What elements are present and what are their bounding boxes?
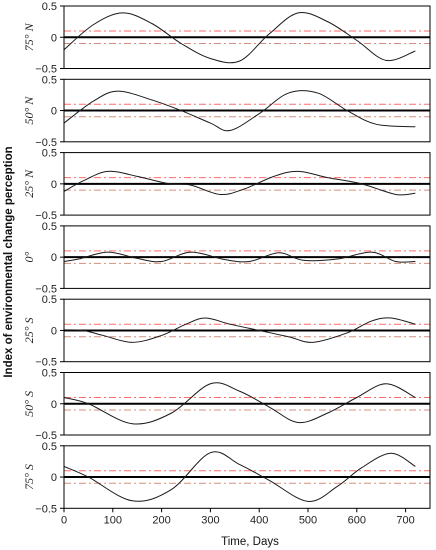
panel-latitude-label: 75° S [22, 464, 36, 490]
y-tick-label: 0 [51, 472, 57, 484]
y-tick-label: 0.5 [42, 294, 57, 306]
series-line [64, 317, 416, 343]
panel: 0.5 0 −0.5 75° N [22, 1, 431, 76]
panel: 0.5 0 −0.5 25° N [22, 148, 431, 222]
y-tick-label: −0.5 [35, 210, 57, 222]
y-axis-title: Index of environmental change perception [3, 146, 15, 377]
panel: 0.5 0 −0.5 50° N [22, 74, 431, 149]
series-line [64, 382, 416, 425]
y-tick-label: 0 [51, 399, 57, 411]
y-tick-label: 0.5 [42, 221, 57, 233]
panel-latitude-label: 0° [22, 252, 36, 263]
y-tick-label: 0.5 [42, 441, 57, 453]
panel: 0.5 0 −0.5 25° S [22, 294, 431, 369]
chart-panels: 0.50−0.575° N0.50−0.550° N0.50−0.525° N0… [22, 1, 431, 515]
x-tick-label: 100 [104, 514, 122, 526]
y-tick-label: 0 [51, 252, 57, 264]
series-line [64, 451, 416, 502]
y-tick-label: 0.5 [42, 148, 57, 160]
x-tick-label: 700 [396, 514, 414, 526]
y-tick-label: −0.5 [35, 503, 57, 515]
panel-latitude-label: 25° S [22, 317, 36, 343]
panel-latitude-label: 50° S [22, 391, 36, 417]
y-tick-label: 0.5 [42, 74, 57, 86]
y-tick-label: 0.5 [42, 368, 57, 380]
x-tick-label: 500 [299, 514, 317, 526]
y-tick-label: 0 [51, 179, 57, 191]
x-axis-title: Time, Days [221, 536, 279, 548]
x-tick-label: 600 [348, 514, 366, 526]
x-tick-label: 0 [61, 514, 67, 526]
y-tick-label: −0.5 [35, 283, 57, 295]
y-tick-label: −0.5 [35, 137, 57, 149]
y-tick-label: −0.5 [35, 430, 57, 442]
y-tick-label: 0 [51, 106, 57, 118]
x-tick-label: 300 [201, 514, 219, 526]
y-tick-label: −0.5 [35, 64, 57, 76]
panel-latitude-label: 50° N [22, 96, 36, 125]
x-tick-label: 200 [152, 514, 170, 526]
panel: 0.5 0 −0.5 75° S [22, 441, 431, 515]
panel: 0.5 0 −0.5 0° [22, 221, 431, 295]
x-axis: 0 100 200 300 400 500 600 700 [61, 508, 415, 526]
series-line [64, 11, 416, 64]
series-line [64, 170, 416, 196]
y-tick-label: −0.5 [35, 357, 57, 369]
y-tick-label: 0 [51, 32, 57, 44]
x-tick-label: 400 [250, 514, 268, 526]
series-line [64, 90, 416, 132]
y-tick-label: 0.5 [42, 1, 57, 13]
panel-latitude-label: 75° N [22, 22, 36, 51]
panel-latitude-label: 25° N [22, 169, 36, 198]
y-tick-label: 0 [51, 325, 57, 337]
series-line [64, 251, 416, 263]
panel: 0.5 0 −0.5 50° S [22, 368, 431, 442]
